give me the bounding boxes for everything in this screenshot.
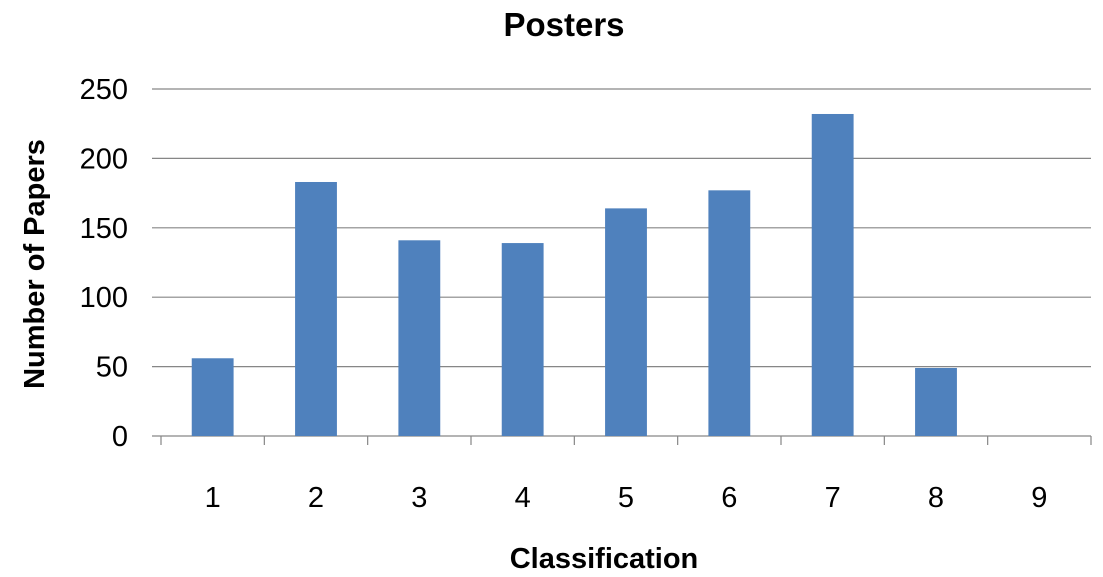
x-tick-label: 6	[721, 482, 737, 514]
bar-5	[605, 208, 647, 436]
x-tick-label: 2	[308, 482, 324, 514]
bar-6	[708, 190, 751, 436]
x-axis-tick-labels: 1 2 3 4 5 6 7 8 9	[205, 482, 1048, 514]
y-tick-label: 0	[112, 421, 128, 453]
y-axis-tick-labels: 0 50 100 150 200 250	[80, 74, 128, 453]
bar-7	[811, 113, 854, 436]
bar-1	[191, 358, 234, 436]
y-tick-label: 150	[80, 213, 128, 245]
x-tick-label: 5	[618, 482, 634, 514]
bar-2	[295, 181, 337, 436]
x-tick-label: 7	[825, 482, 841, 514]
x-axis-title: Classification	[510, 543, 699, 575]
x-tick-label: 1	[205, 482, 221, 514]
chart-title: Posters	[503, 6, 624, 43]
x-tick-label: 8	[928, 482, 944, 514]
bar-4	[501, 243, 544, 436]
bar-3	[398, 240, 441, 436]
bars	[191, 113, 957, 436]
y-tick-label: 200	[80, 143, 128, 175]
y-tick-label: 250	[80, 74, 128, 106]
x-tick-label: 3	[411, 482, 427, 514]
x-axis	[160, 436, 1092, 445]
x-tick-label: 4	[515, 482, 531, 514]
y-axis-title: Number of Papers	[19, 139, 51, 389]
x-tick-label: 9	[1031, 482, 1047, 514]
y-tick-label: 50	[96, 352, 128, 384]
bar-8	[915, 367, 957, 436]
y-tick-label: 100	[80, 282, 128, 314]
